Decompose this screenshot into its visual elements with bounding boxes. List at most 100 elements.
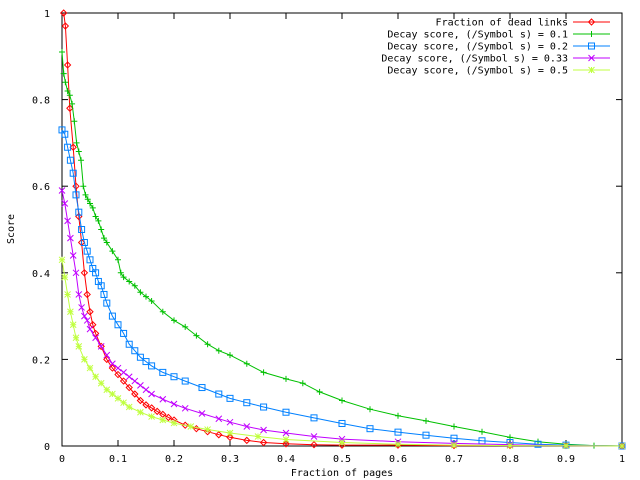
data-point	[299, 380, 306, 387]
data-point	[103, 299, 111, 307]
data-point	[125, 383, 133, 392]
data-point	[367, 406, 373, 413]
data-point	[126, 278, 133, 285]
data-point	[170, 373, 178, 381]
data-point	[394, 440, 402, 448]
data-point	[82, 191, 89, 198]
data-point	[59, 48, 65, 55]
data-point	[75, 343, 83, 350]
data-point	[108, 364, 117, 372]
data-point	[204, 426, 211, 433]
data-point	[83, 290, 91, 299]
data-point	[120, 274, 127, 281]
data-point	[71, 118, 78, 125]
data-point	[89, 204, 96, 211]
y-axis-title: Score	[6, 214, 17, 244]
data-point	[97, 282, 105, 290]
data-point	[61, 22, 70, 30]
series-line	[61, 51, 623, 447]
data-point	[588, 54, 595, 62]
data-point	[131, 282, 138, 289]
x-tick-label: 0.4	[277, 454, 295, 465]
data-point	[109, 248, 116, 255]
data-point	[69, 321, 77, 329]
data-point	[61, 200, 69, 207]
data-point	[64, 291, 71, 298]
data-point	[148, 413, 155, 420]
y-tick-label: 0.8	[32, 96, 50, 107]
data-point	[109, 390, 116, 398]
data-point	[97, 379, 105, 387]
data-point	[83, 247, 91, 255]
data-point	[87, 200, 93, 207]
data-point	[109, 360, 116, 368]
data-point	[618, 442, 626, 450]
legend-item: Decay score, (/Symbol s) = 0.5	[387, 66, 610, 77]
series-line	[61, 259, 623, 447]
data-point	[80, 269, 89, 277]
data-point	[164, 413, 173, 422]
data-point	[60, 70, 67, 77]
data-point	[215, 347, 222, 354]
x-axis-title: Fraction of pages	[291, 468, 393, 479]
data-point	[98, 226, 105, 233]
legend-item: Fraction of dead links	[436, 18, 610, 29]
data-point	[72, 191, 80, 199]
data-point	[148, 297, 155, 304]
x-tick-label: 0.2	[165, 454, 183, 465]
data-point	[260, 426, 267, 434]
data-point	[69, 252, 77, 259]
x-tick-label: 0.9	[557, 454, 575, 465]
legend-label: Decay score, (/Symbol s) = 0.2	[387, 42, 568, 53]
series-3	[58, 126, 626, 450]
series-4	[58, 187, 626, 450]
data-point	[108, 312, 116, 320]
data-point	[562, 442, 570, 450]
data-point	[159, 308, 166, 315]
data-point	[187, 423, 195, 430]
x-axis: 0 0.1 0.2 0.3 0.4 0.5 0.6 0.7 0.8 0.9 1	[59, 13, 625, 465]
data-point	[588, 31, 595, 37]
x-tick-label: 0.5	[333, 454, 351, 465]
data-point	[114, 395, 122, 402]
data-point	[143, 293, 149, 300]
data-point	[117, 269, 124, 276]
data-point	[159, 368, 167, 376]
data-point	[89, 321, 97, 329]
data-point	[243, 360, 250, 367]
data-point	[243, 423, 251, 430]
data-point	[69, 143, 77, 151]
data-point	[142, 386, 150, 394]
data-point	[198, 384, 206, 392]
data-point	[215, 415, 223, 423]
data-point	[58, 187, 66, 194]
series-layer	[58, 9, 626, 450]
data-point	[283, 375, 289, 382]
y-tick-label: 0.4	[32, 269, 50, 280]
data-point	[142, 401, 150, 409]
data-point	[142, 358, 150, 366]
legend-label: Decay score, (/Symbol s) = 0.33	[381, 54, 568, 65]
series-line	[63, 12, 623, 447]
x-tick-label: 1	[619, 454, 625, 465]
y-tick-label: 0.2	[32, 355, 50, 366]
data-point	[395, 412, 401, 419]
data-point	[103, 239, 110, 246]
data-point	[260, 403, 268, 411]
data-point	[310, 433, 318, 440]
data-point	[170, 400, 178, 408]
data-point	[72, 334, 80, 342]
data-point	[226, 418, 234, 426]
data-point	[64, 143, 72, 151]
x-tick-label: 0.7	[445, 454, 463, 465]
data-point	[204, 341, 211, 348]
data-point	[159, 416, 167, 424]
data-point	[534, 440, 542, 448]
data-point	[226, 429, 234, 437]
data-point	[137, 289, 144, 296]
data-point	[95, 217, 102, 224]
data-point	[479, 428, 485, 435]
data-point	[282, 440, 290, 448]
data-point	[137, 408, 144, 416]
data-point	[97, 343, 105, 350]
